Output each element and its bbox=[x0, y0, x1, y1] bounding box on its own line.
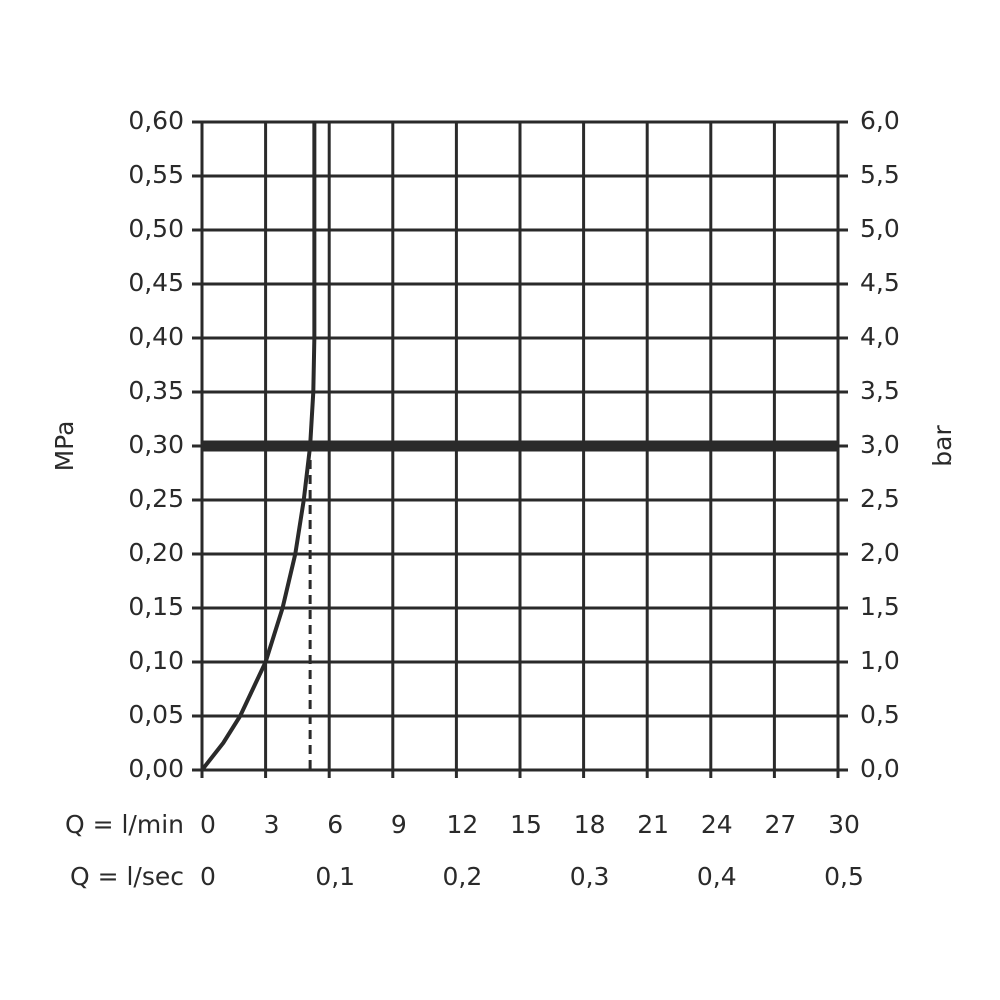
y2-tick-label: 1,5 bbox=[860, 592, 900, 621]
x-tick-label: 24 bbox=[701, 810, 733, 839]
x-axis-label: Q = l/min bbox=[65, 810, 184, 839]
x-tick-label: 0 bbox=[200, 810, 216, 839]
y2-tick-label: 2,0 bbox=[860, 538, 900, 567]
y2-tick-label: 3,5 bbox=[860, 376, 900, 405]
y-tick-label: 0,00 bbox=[128, 754, 184, 783]
x2-tick-label: 0,5 bbox=[824, 862, 864, 891]
y2-tick-label: 5,5 bbox=[860, 160, 900, 189]
y2-tick-label: 5,0 bbox=[860, 214, 900, 243]
x-tick-label: 6 bbox=[327, 810, 343, 839]
y-tick-label: 0,45 bbox=[128, 268, 184, 297]
x2-tick-label: 0,1 bbox=[315, 862, 355, 891]
y2-tick-label: 4,5 bbox=[860, 268, 900, 297]
y2-tick-label: 3,0 bbox=[860, 430, 900, 459]
y-tick-label: 0,30 bbox=[128, 430, 184, 459]
data-line bbox=[200, 122, 317, 772]
y-tick-label: 0,10 bbox=[128, 646, 184, 675]
y2-tick-label: 4,0 bbox=[860, 322, 900, 351]
x2-tick-label: 0 bbox=[200, 862, 216, 891]
x-tick-label: 18 bbox=[574, 810, 606, 839]
y-tick-label: 0,05 bbox=[128, 700, 184, 729]
y-tick-label: 0,40 bbox=[128, 322, 184, 351]
x-tick-label: 3 bbox=[264, 810, 280, 839]
x-tick-label: 15 bbox=[510, 810, 542, 839]
x2-tick-label: 0,3 bbox=[570, 862, 610, 891]
y-tick-label: 0,25 bbox=[128, 484, 184, 513]
x2-tick-label: 0,2 bbox=[443, 862, 483, 891]
x-tick-label: 27 bbox=[764, 810, 796, 839]
x-tick-label: 21 bbox=[637, 810, 669, 839]
y-tick-label: 0,15 bbox=[128, 592, 184, 621]
y2-tick-label: 1,0 bbox=[860, 646, 900, 675]
x-tick-label: 9 bbox=[391, 810, 407, 839]
y-tick-label: 0,50 bbox=[128, 214, 184, 243]
y-tick-label: 0,20 bbox=[128, 538, 184, 567]
y-tick-label: 0,35 bbox=[128, 376, 184, 405]
x-tick-label: 12 bbox=[446, 810, 478, 839]
y-axis-label: MPa bbox=[50, 421, 79, 472]
y-tick-label: 0,60 bbox=[128, 106, 184, 135]
x2-axis-label: Q = l/sec bbox=[70, 862, 184, 891]
x2-tick-label: 0,4 bbox=[697, 862, 737, 891]
y2-tick-label: 6,0 bbox=[860, 106, 900, 135]
y2-tick-label: 2,5 bbox=[860, 484, 900, 513]
y2-tick-label: 0,0 bbox=[860, 754, 900, 783]
x-tick-label: 30 bbox=[828, 810, 860, 839]
y-tick-label: 0,55 bbox=[128, 160, 184, 189]
y2-axis-label: bar bbox=[928, 425, 957, 467]
y2-tick-label: 0,5 bbox=[860, 700, 900, 729]
